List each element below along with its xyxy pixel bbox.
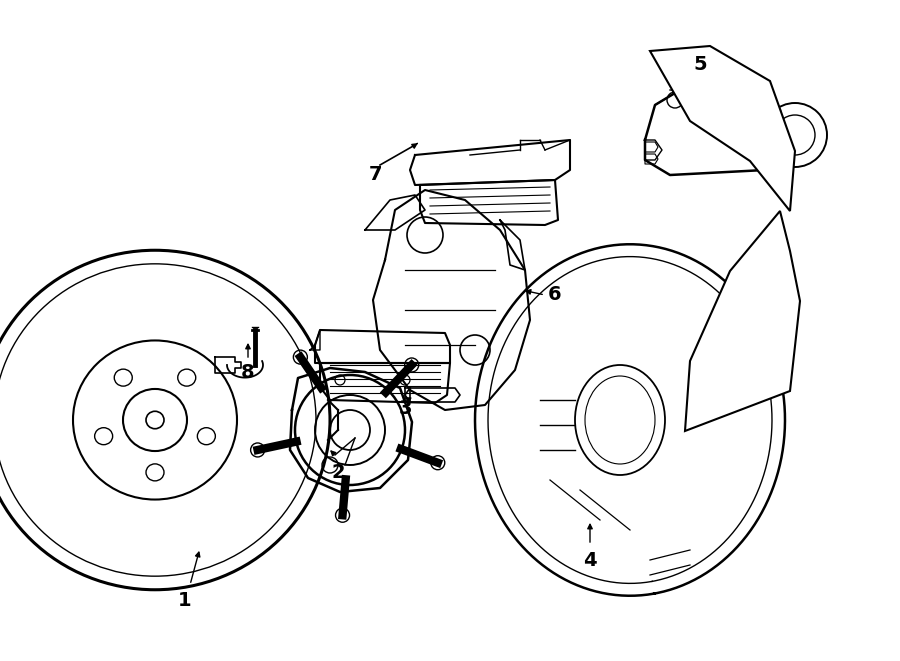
- Text: 7: 7: [368, 165, 382, 184]
- Polygon shape: [685, 211, 800, 431]
- Text: 8: 8: [241, 362, 255, 381]
- Polygon shape: [650, 46, 795, 211]
- Text: 1: 1: [178, 590, 192, 609]
- Text: 2: 2: [331, 463, 345, 481]
- Text: 3: 3: [398, 399, 412, 418]
- Text: 6: 6: [548, 286, 562, 305]
- Text: 5: 5: [693, 56, 706, 75]
- Ellipse shape: [575, 365, 665, 475]
- Text: 4: 4: [583, 551, 597, 570]
